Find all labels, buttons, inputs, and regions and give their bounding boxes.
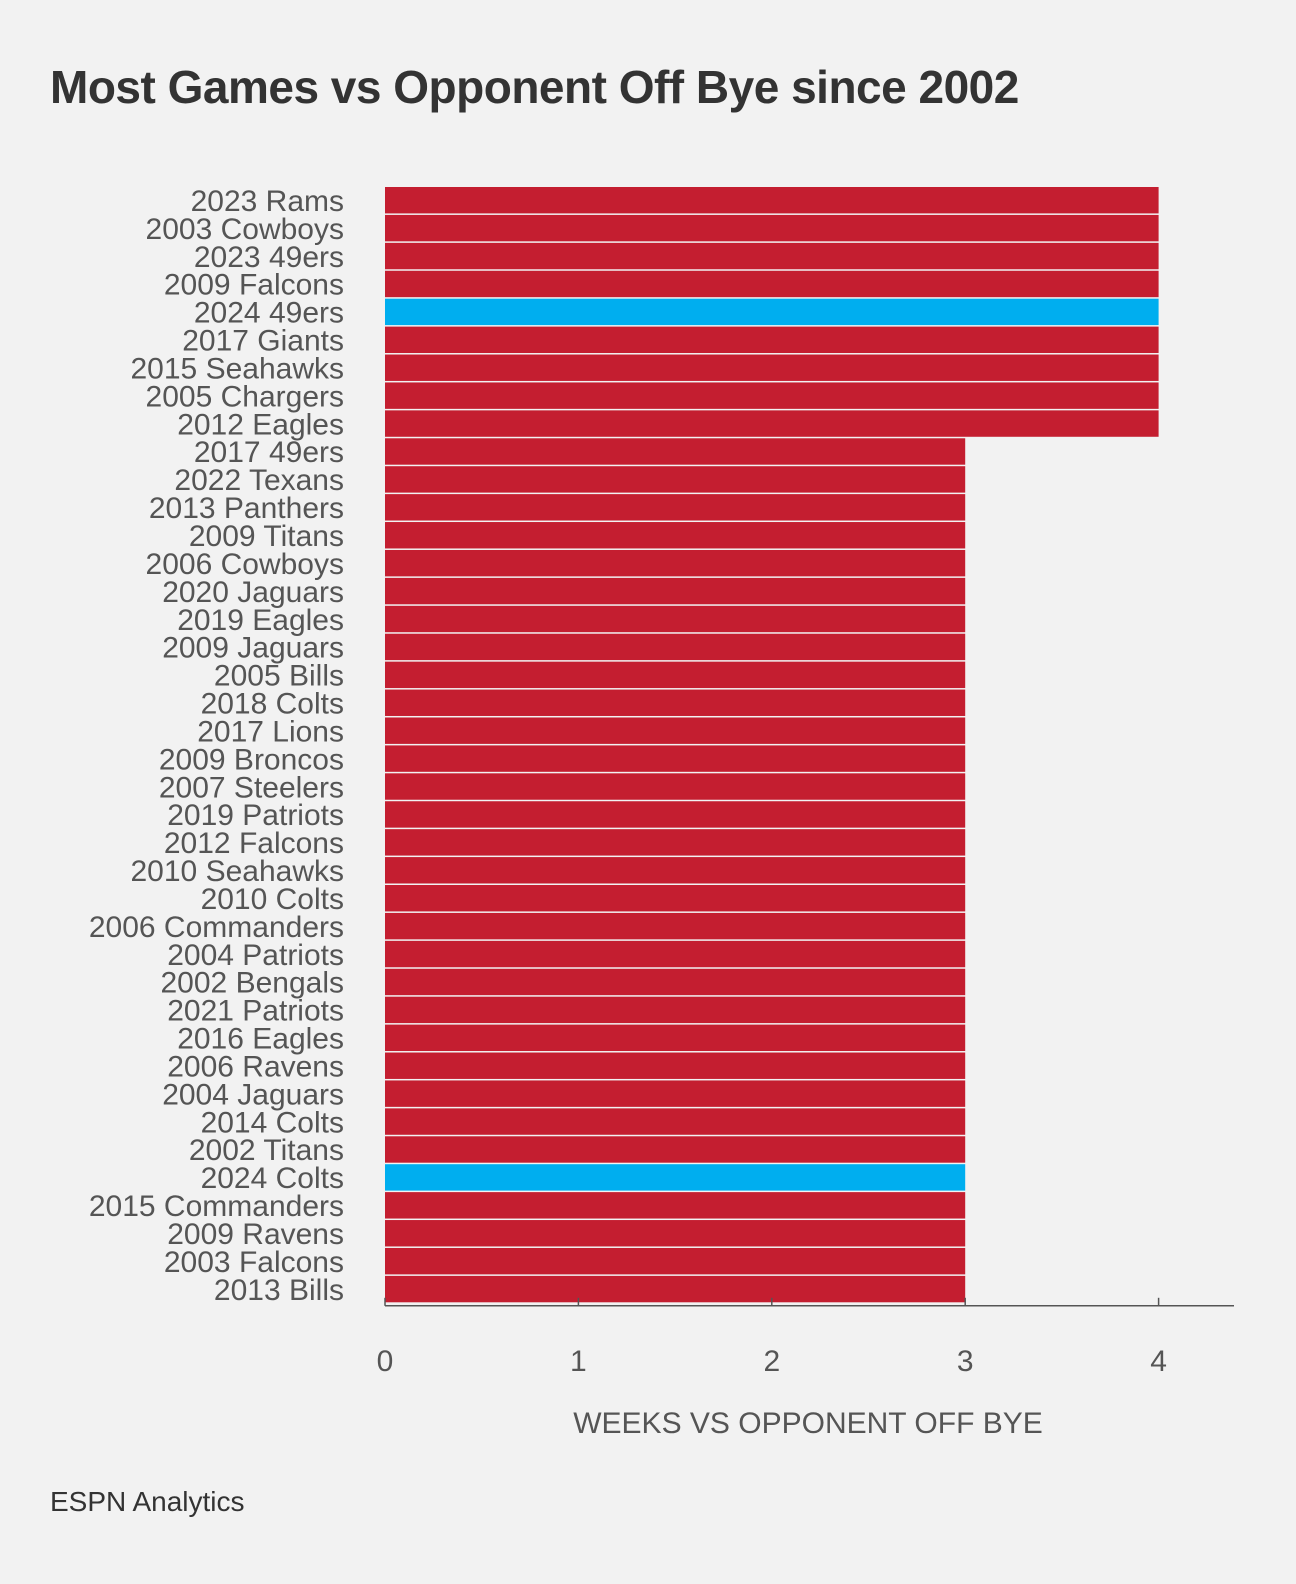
category-label: 2006 Cowboys [146, 548, 344, 581]
bar-2009-falcons [385, 270, 1159, 298]
bar-2009-jaguars [385, 633, 966, 661]
bar-2022-texans [385, 466, 966, 493]
category-label: 2010 Seahawks [131, 855, 345, 888]
bar-2017-giants [385, 326, 1159, 354]
x-axis-title: WEEKS VS OPPONENT OFF BYE [573, 1407, 1043, 1440]
bar-2002-titans [385, 1136, 966, 1163]
category-label: 2017 Giants [182, 325, 344, 358]
category-label: 2024 49ers [194, 297, 344, 330]
bar-2024-colts [385, 1164, 966, 1191]
x-tick-label: 2 [763, 1345, 780, 1378]
chart-title: Most Games vs Opponent Off Bye since 200… [50, 61, 1019, 113]
category-label: 2002 Titans [189, 1134, 344, 1167]
category-label: 2004 Jaguars [162, 1078, 344, 1111]
x-tick-label: 4 [1150, 1345, 1167, 1378]
category-label: 2017 49ers [194, 436, 344, 469]
bar-2012-eagles [385, 410, 1159, 437]
category-label: 2013 Panthers [149, 492, 344, 525]
category-label: 2022 Texans [174, 464, 344, 497]
source-credit: ESPN Analytics [50, 1486, 245, 1517]
bars-layer [385, 187, 1159, 1303]
category-label: 2002 Bengals [161, 967, 345, 1000]
bar-2015-commanders [385, 1192, 966, 1219]
category-label: 2010 Colts [201, 883, 344, 916]
bar-2024-49ers [385, 298, 1159, 326]
bar-2019-patriots [385, 801, 966, 828]
bar-2017-49ers [385, 438, 966, 465]
bar-2005-bills [385, 661, 966, 689]
category-label: 2020 Jaguars [162, 576, 344, 609]
category-label: 2018 Colts [201, 688, 344, 721]
bar-2018-colts [385, 689, 966, 716]
bar-2021-patriots [385, 996, 966, 1024]
category-label: 2009 Titans [189, 520, 344, 553]
category-label: 2019 Eagles [177, 604, 344, 637]
category-label: 2013 Bills [214, 1274, 344, 1307]
bar-2019-eagles [385, 605, 966, 633]
bar-2007-steelers [385, 773, 966, 800]
bar-2013-bills [385, 1275, 966, 1303]
category-label: 2023 Rams [191, 185, 344, 218]
category-label: 2016 Eagles [177, 1023, 344, 1056]
category-label: 2009 Ravens [167, 1218, 344, 1251]
bar-2009-titans [385, 522, 966, 549]
category-label: 2007 Steelers [159, 771, 344, 804]
x-axis: 0 1 2 3 4 [377, 1297, 1234, 1378]
bar-2016-eagles [385, 1024, 966, 1052]
bar-2006-ravens [385, 1052, 966, 1079]
bar-2012-falcons [385, 829, 966, 856]
category-label: 2009 Broncos [159, 743, 344, 776]
category-label: 2005 Chargers [146, 380, 344, 413]
category-label: 2005 Bills [214, 660, 344, 693]
category-label: 2019 Patriots [167, 799, 344, 832]
bar-2002-bengals [385, 968, 966, 996]
category-label: 2006 Commanders [89, 911, 344, 944]
bar-2004-jaguars [385, 1080, 966, 1107]
category-label: 2004 Patriots [167, 939, 344, 972]
bar-2009-ravens [385, 1220, 966, 1247]
bar-2015-seahawks [385, 354, 1159, 381]
bar-2006-commanders [385, 912, 966, 940]
bar-2023-49ers [385, 242, 1159, 270]
bar-2009-broncos [385, 745, 966, 772]
category-label: 2009 Falcons [164, 269, 344, 302]
category-label: 2024 Colts [201, 1162, 344, 1195]
bar-2005-chargers [385, 382, 1159, 409]
category-label: 2003 Falcons [164, 1246, 344, 1279]
category-label: 2014 Colts [201, 1106, 344, 1139]
category-label: 2021 Patriots [167, 995, 344, 1028]
category-label: 2015 Commanders [89, 1190, 344, 1223]
bar-2023-rams [385, 187, 1159, 214]
category-label: 2012 Eagles [177, 408, 344, 441]
bar-2010-colts [385, 885, 966, 912]
bar-2017-lions [385, 717, 966, 744]
category-label: 2006 Ravens [167, 1050, 344, 1083]
bar-2003-falcons [385, 1247, 966, 1275]
category-label: 2023 49ers [194, 241, 344, 274]
bar-2006-cowboys [385, 549, 966, 577]
bar-2004-patriots [385, 940, 966, 968]
bar-2014-colts [385, 1108, 966, 1135]
category-label: 2009 Jaguars [162, 632, 344, 665]
x-tick-label: 1 [570, 1345, 587, 1378]
x-tick-label: 0 [377, 1345, 394, 1378]
category-label: 2003 Cowboys [146, 213, 344, 246]
bar-2020-jaguars [385, 577, 966, 605]
category-label: 2017 Lions [197, 715, 344, 748]
bar-2013-panthers [385, 494, 966, 521]
bar-2003-cowboys [385, 214, 1159, 242]
category-label: 2015 Seahawks [131, 352, 345, 385]
x-tick-label: 3 [957, 1345, 974, 1378]
category-label: 2012 Falcons [164, 827, 344, 860]
bar-2010-seahawks [385, 857, 966, 884]
